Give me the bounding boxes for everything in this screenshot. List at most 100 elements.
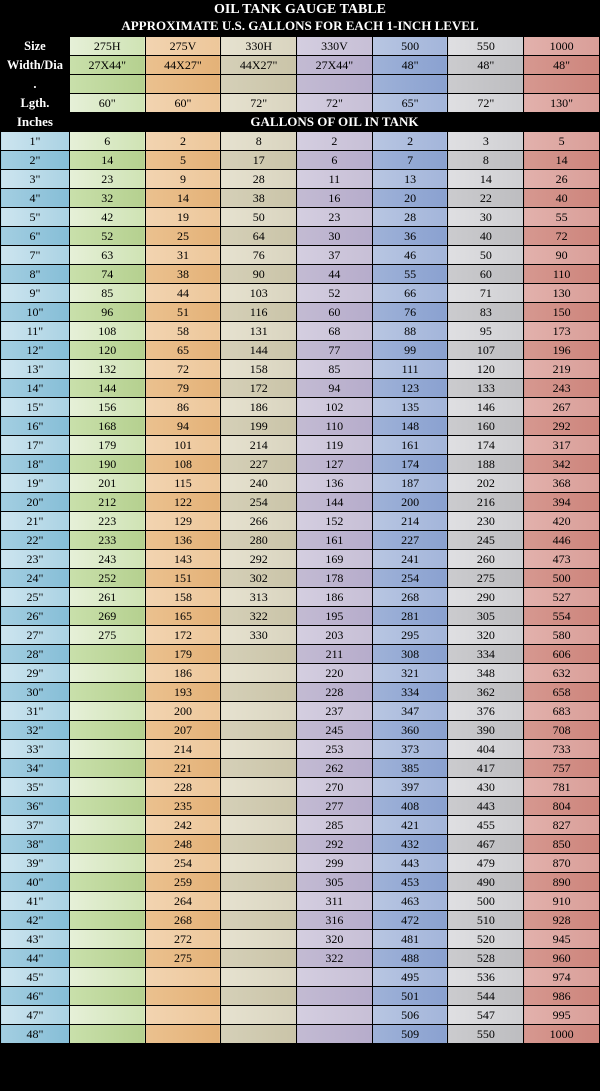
table-row: 17"179101214119161174317 (1, 435, 600, 454)
cell: 510 (448, 910, 524, 929)
cell: 275 (145, 948, 221, 967)
cell: 211 (297, 644, 373, 663)
inch-label: 38" (1, 834, 70, 853)
cell: 262 (297, 758, 373, 777)
cell: 2 (297, 131, 373, 150)
cell: 40 (448, 226, 524, 245)
cell: 122 (145, 492, 221, 511)
inch-label: 7" (1, 245, 70, 264)
cell: 40 (524, 188, 600, 207)
cell: 160 (448, 416, 524, 435)
cell (145, 967, 221, 986)
table-row: 33"214253373404733 (1, 739, 600, 758)
cell: 202 (448, 473, 524, 492)
cell (221, 815, 297, 834)
cell (145, 1005, 221, 1024)
cell: 362 (448, 682, 524, 701)
inch-label: 9" (1, 283, 70, 302)
table-row: 41"264311463500910 (1, 891, 600, 910)
cell: 223 (69, 511, 145, 530)
table-row: 9"8544103526671130 (1, 283, 600, 302)
inch-label: 25" (1, 587, 70, 606)
cell: 6 (69, 131, 145, 150)
cell: 13 (372, 169, 448, 188)
cell: 804 (524, 796, 600, 815)
cell: 123 (372, 378, 448, 397)
cell: 85 (297, 359, 373, 378)
row-label-widthdia: Width/Dia (1, 55, 70, 74)
cell: 9 (145, 169, 221, 188)
inch-label: 47" (1, 1005, 70, 1024)
cell: 156 (69, 397, 145, 416)
inch-label: 13" (1, 359, 70, 378)
cell: 60 (297, 302, 373, 321)
cell: 136 (145, 530, 221, 549)
cell (221, 872, 297, 891)
cell: 295 (372, 625, 448, 644)
table-row: 29"186220321348632 (1, 663, 600, 682)
cell: 55 (524, 207, 600, 226)
cell: 219 (524, 359, 600, 378)
cell: 72 (524, 226, 600, 245)
cell: 390 (448, 720, 524, 739)
col-wd-4: 48" (372, 55, 448, 74)
cell: 850 (524, 834, 600, 853)
inch-label: 32" (1, 720, 70, 739)
inch-label: 36" (1, 796, 70, 815)
col-size-0: 275H (69, 36, 145, 55)
cell: 86 (145, 397, 221, 416)
col-lg-6: 130" (524, 93, 600, 112)
cell: 252 (69, 568, 145, 587)
cell: 757 (524, 758, 600, 777)
cell: 58 (145, 321, 221, 340)
cell: 827 (524, 815, 600, 834)
cell: 146 (448, 397, 524, 416)
cell: 8 (221, 131, 297, 150)
inch-label: 48" (1, 1024, 70, 1043)
table-row: 2"1451767814 (1, 150, 600, 169)
cell: 264 (145, 891, 221, 910)
cell: 242 (145, 815, 221, 834)
col-size-1: 275V (145, 36, 221, 55)
cell: 83 (448, 302, 524, 321)
cell: 334 (372, 682, 448, 701)
table-row: 35"228270397430781 (1, 777, 600, 796)
cell: 316 (297, 910, 373, 929)
cell: 321 (372, 663, 448, 682)
inch-label: 11" (1, 321, 70, 340)
cell: 17 (221, 150, 297, 169)
cell (221, 967, 297, 986)
cell: 55 (372, 264, 448, 283)
cell: 230 (448, 511, 524, 530)
col-wd-2: 44X27" (221, 55, 297, 74)
cell (69, 891, 145, 910)
cell (145, 986, 221, 1005)
cell: 348 (448, 663, 524, 682)
cell: 129 (145, 511, 221, 530)
table-row: 25"261158313186268290527 (1, 587, 600, 606)
cell: 221 (145, 758, 221, 777)
col-size-6: 1000 (524, 36, 600, 55)
table-row: 16"16894199110148160292 (1, 416, 600, 435)
table-row: 39"254299443479870 (1, 853, 600, 872)
cell (69, 663, 145, 682)
cell: 88 (372, 321, 448, 340)
cell: 528 (448, 948, 524, 967)
cell: 30 (448, 207, 524, 226)
inch-label: 17" (1, 435, 70, 454)
cell (69, 853, 145, 872)
cell: 547 (448, 1005, 524, 1024)
cell: 214 (372, 511, 448, 530)
cell: 130 (524, 283, 600, 302)
cell: 544 (448, 986, 524, 1005)
row-label-lgth: Lgth. (1, 93, 70, 112)
table-row: 43"272320481520945 (1, 929, 600, 948)
cell: 285 (297, 815, 373, 834)
cell: 501 (372, 986, 448, 1005)
cell: 216 (448, 492, 524, 511)
col-size-4: 500 (372, 36, 448, 55)
cell: 322 (297, 948, 373, 967)
cell: 347 (372, 701, 448, 720)
inch-label: 4" (1, 188, 70, 207)
cell: 632 (524, 663, 600, 682)
